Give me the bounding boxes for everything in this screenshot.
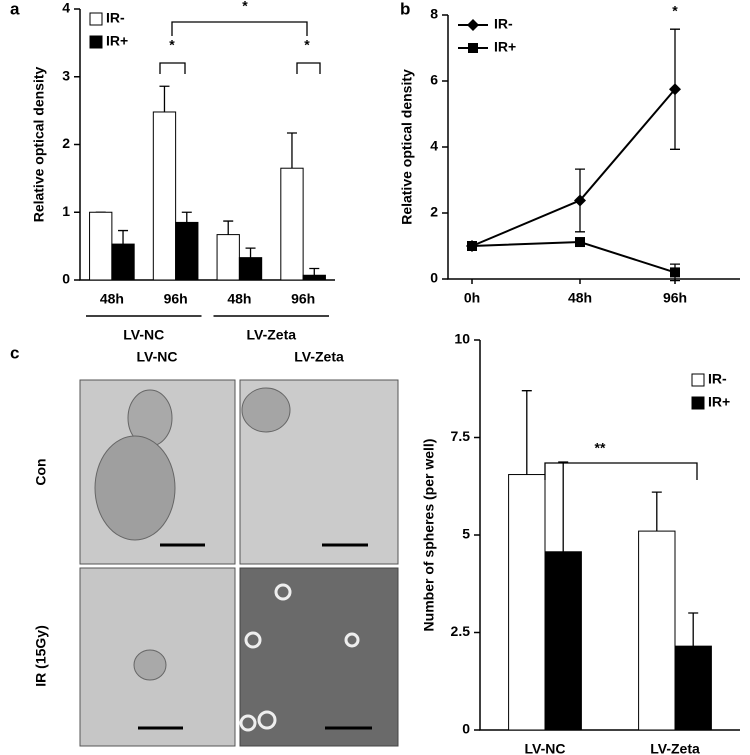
panel-label: c [10,343,19,362]
micrograph [79,379,236,565]
point [669,83,681,96]
x-tick-label: LV-NC [525,741,566,755]
bar [302,274,326,281]
panel-label: a [10,0,20,18]
error-bar [223,220,234,235]
y-tick-label: 10 [454,331,470,347]
bracket [544,462,698,480]
y-tick-label: 4 [430,138,438,154]
legend-label: IR- [106,10,125,26]
point [467,241,477,251]
bar [544,551,582,731]
significance: ** [595,440,606,456]
y-tick-label: 3 [62,67,70,83]
column-label: LV-NC [137,349,178,365]
group-label: LV-Zeta [246,327,296,343]
error-bar [309,267,320,276]
y-tick-label: 0 [462,721,470,737]
bar [638,530,676,731]
y-axis-label: Number of spheres (per well) [421,439,437,632]
error-bar [286,132,297,169]
y-tick-label: 7.5 [451,428,471,444]
y-tick-label: 2 [62,135,70,151]
y-tick-label: 5 [462,526,470,542]
bar [674,645,712,731]
legend-label: IR- [494,16,513,32]
bar [508,474,546,731]
panel-label: b [400,0,410,18]
row-label: Con [33,458,49,485]
significance: * [169,37,175,53]
error-bar [651,491,662,532]
x-tick-label: 96h [291,291,315,307]
bracket [296,62,321,74]
x-tick-label: 48h [568,290,592,306]
error-bar [181,211,192,223]
error-bar [118,229,129,245]
y-tick-label: 0 [62,271,70,287]
micrograph [239,567,399,747]
x-tick-label: 48h [227,291,251,307]
legend-label: IR+ [708,394,730,410]
y-tick-label: 1 [62,203,70,219]
legend-swatch [691,396,705,410]
group-label: LV-NC [123,327,164,343]
point [467,19,479,31]
error-bar [558,461,569,552]
y-axis-label: Relative optical density [31,66,47,222]
bar [216,234,240,281]
axis [447,15,740,280]
point [468,43,478,53]
bar [111,243,135,281]
error-bar [688,612,699,647]
point [574,194,586,207]
micrograph [79,567,236,747]
legend-label: IR+ [106,33,128,49]
bar [89,211,113,281]
legend-label: IR- [708,371,727,387]
legend-swatch [691,373,705,387]
row-label: IR (15Gy) [33,625,49,686]
error-bar [159,85,170,112]
x-tick-label: 48h [100,291,124,307]
bar [280,167,304,281]
y-tick-label: 6 [430,72,438,88]
bar [238,257,263,281]
y-axis-label: Relative optical density [399,69,415,225]
bracket [159,62,186,74]
bar [152,111,177,281]
y-tick-label: 2.5 [451,623,471,639]
legend-swatch [89,35,103,49]
error-bar [245,247,256,258]
point [575,237,585,248]
error-bar [521,390,532,475]
x-tick-label: LV-Zeta [650,741,700,755]
bracket [171,21,308,36]
y-tick-label: 2 [430,204,438,220]
x-tick-label: 96h [164,291,188,307]
point [670,267,680,278]
x-tick-label: 0h [464,290,480,306]
significance: * [304,37,310,53]
significance: * [672,3,678,19]
significance: * [242,0,248,14]
y-tick-label: 4 [62,0,70,16]
line [471,88,676,247]
micrograph [239,379,399,565]
bar [175,221,199,281]
legend-label: IR+ [494,39,516,55]
column-label: LV-Zeta [294,349,344,365]
y-tick-label: 8 [430,6,438,22]
legend-swatch [89,12,103,26]
y-tick-label: 0 [430,270,438,286]
line [471,241,676,274]
x-tick-label: 96h [663,290,687,306]
